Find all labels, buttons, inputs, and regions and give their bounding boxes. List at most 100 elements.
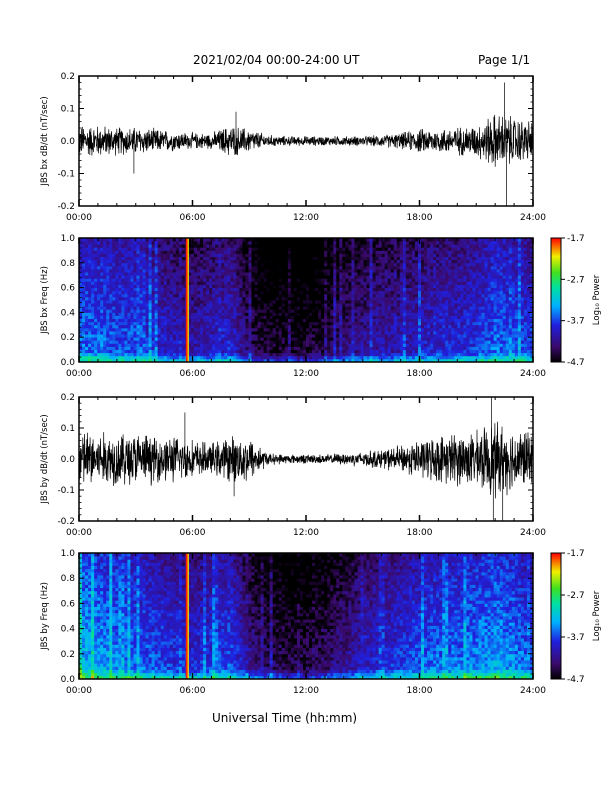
spectrogram-cell xyxy=(163,247,168,251)
spectrogram-cell xyxy=(88,306,92,310)
spectrogram-cell xyxy=(306,312,310,316)
spectrogram-cell xyxy=(187,300,192,304)
spectrogram-cell xyxy=(203,355,207,360)
spectrogram-cell xyxy=(336,278,340,282)
spectrogram-cell xyxy=(330,272,334,276)
spectrogram-cell xyxy=(142,352,146,357)
spectrogram-cell xyxy=(287,349,292,354)
spectrogram-cell xyxy=(230,343,234,347)
spectrogram-cell xyxy=(227,256,231,261)
spectrogram-cell xyxy=(287,287,292,292)
spectrogram-cell xyxy=(172,352,177,357)
spectrogram-cell xyxy=(79,334,83,338)
spectrogram-cell xyxy=(130,315,134,319)
spectrogram-cell xyxy=(321,340,325,344)
spectrogram-cell xyxy=(94,244,98,248)
spectrogram-cell xyxy=(212,262,216,267)
spectrogram-cell xyxy=(236,337,240,341)
spectrogram-cell xyxy=(439,349,443,354)
spectrogram-cell xyxy=(215,250,219,254)
spectrogram-cell xyxy=(154,241,159,245)
spectrogram-cell xyxy=(315,253,319,257)
spectrogram-cell xyxy=(339,312,343,316)
spectrogram-cell xyxy=(287,358,292,363)
spectrogram-cell xyxy=(139,293,143,298)
spectrogram-cell xyxy=(218,355,222,360)
spectrogram-cell xyxy=(121,334,125,338)
spectrogram-cell xyxy=(154,337,159,341)
spectrogram-cell xyxy=(221,284,225,288)
spectrogram-cell xyxy=(203,256,207,261)
spectrogram-cell xyxy=(324,272,328,276)
spectrogram-cell xyxy=(124,327,128,332)
spectrogram-cell xyxy=(296,253,301,257)
x-tick-label: 00:00 xyxy=(66,213,92,223)
spectrogram-cell xyxy=(91,287,95,292)
spectrogram-cell xyxy=(248,281,252,285)
spectrogram-cell xyxy=(200,269,204,273)
spectrogram-cell xyxy=(221,337,225,341)
spectrogram-cell xyxy=(351,337,355,341)
spectrogram-cell xyxy=(200,315,204,319)
spectrogram-cell xyxy=(169,349,174,354)
spectrogram-cell xyxy=(402,278,407,282)
spectrogram-cell xyxy=(366,269,370,273)
spectrogram-cell xyxy=(121,309,125,313)
spectrogram-cell xyxy=(221,238,225,242)
spectrogram-cell xyxy=(172,262,177,267)
spectrogram-cell xyxy=(421,241,425,245)
spectrogram-cell xyxy=(306,247,310,251)
spectrogram-cell xyxy=(172,337,177,341)
spectrogram-cell xyxy=(209,340,213,344)
spectrogram-cell xyxy=(82,278,86,282)
spectrogram-cell xyxy=(290,253,295,257)
spectrogram-cell xyxy=(424,334,428,338)
spectrogram-cell xyxy=(360,306,364,310)
spectrogram-cell xyxy=(203,309,207,313)
spectrogram-cell xyxy=(269,343,274,347)
spectrogram-cell xyxy=(154,318,159,323)
spectrogram-cell xyxy=(121,300,125,304)
spectrogram-cell xyxy=(197,352,201,357)
spectrogram-cell xyxy=(339,340,343,344)
spectrogram-cell xyxy=(405,244,410,248)
spectrogram-cell xyxy=(260,293,265,298)
spectrogram-cell xyxy=(142,358,146,363)
spectrogram-cell xyxy=(445,327,449,332)
spectrogram-cell xyxy=(442,247,446,251)
spectrogram-cell xyxy=(321,303,325,307)
spectrogram-cell xyxy=(100,253,104,257)
spectrogram-cell xyxy=(97,241,101,245)
spectrogram-cell xyxy=(414,321,419,326)
spectrogram-cell xyxy=(218,241,222,245)
spectrogram-cell xyxy=(206,281,210,285)
spectrogram-cell xyxy=(187,241,192,245)
spectrogram-cell xyxy=(163,349,168,354)
spectrogram-cell xyxy=(200,275,204,279)
spectrogram-cell xyxy=(103,355,107,360)
spectrogram-cell xyxy=(445,272,449,276)
spectrogram-cell xyxy=(172,318,177,323)
spectrogram-cell xyxy=(127,324,131,329)
spectrogram-cell xyxy=(321,290,325,295)
spectrogram-cell xyxy=(390,244,395,248)
spectrogram-cell xyxy=(396,318,401,323)
spectrogram-cell xyxy=(345,269,349,273)
spectrogram-cell xyxy=(200,290,204,295)
spectrogram-cell xyxy=(330,265,334,270)
spectrogram-cell xyxy=(175,337,180,341)
spectrogram-cell xyxy=(212,284,216,288)
spectrogram-cell xyxy=(103,247,107,251)
spectrogram-cell xyxy=(245,247,249,251)
spectrogram-cell xyxy=(260,309,265,313)
spectrogram-cell xyxy=(218,262,222,267)
spectrogram-cell xyxy=(272,250,277,254)
spectrogram-cell xyxy=(393,281,398,285)
spectrogram-cell xyxy=(284,306,289,310)
spectrogram-cell xyxy=(442,343,446,347)
spectrogram-cell xyxy=(408,306,413,310)
spectrogram-cell xyxy=(318,278,322,282)
spectrogram-cell xyxy=(245,272,249,276)
spectrogram-cell xyxy=(91,265,95,270)
spectrogram-cell xyxy=(139,315,143,319)
